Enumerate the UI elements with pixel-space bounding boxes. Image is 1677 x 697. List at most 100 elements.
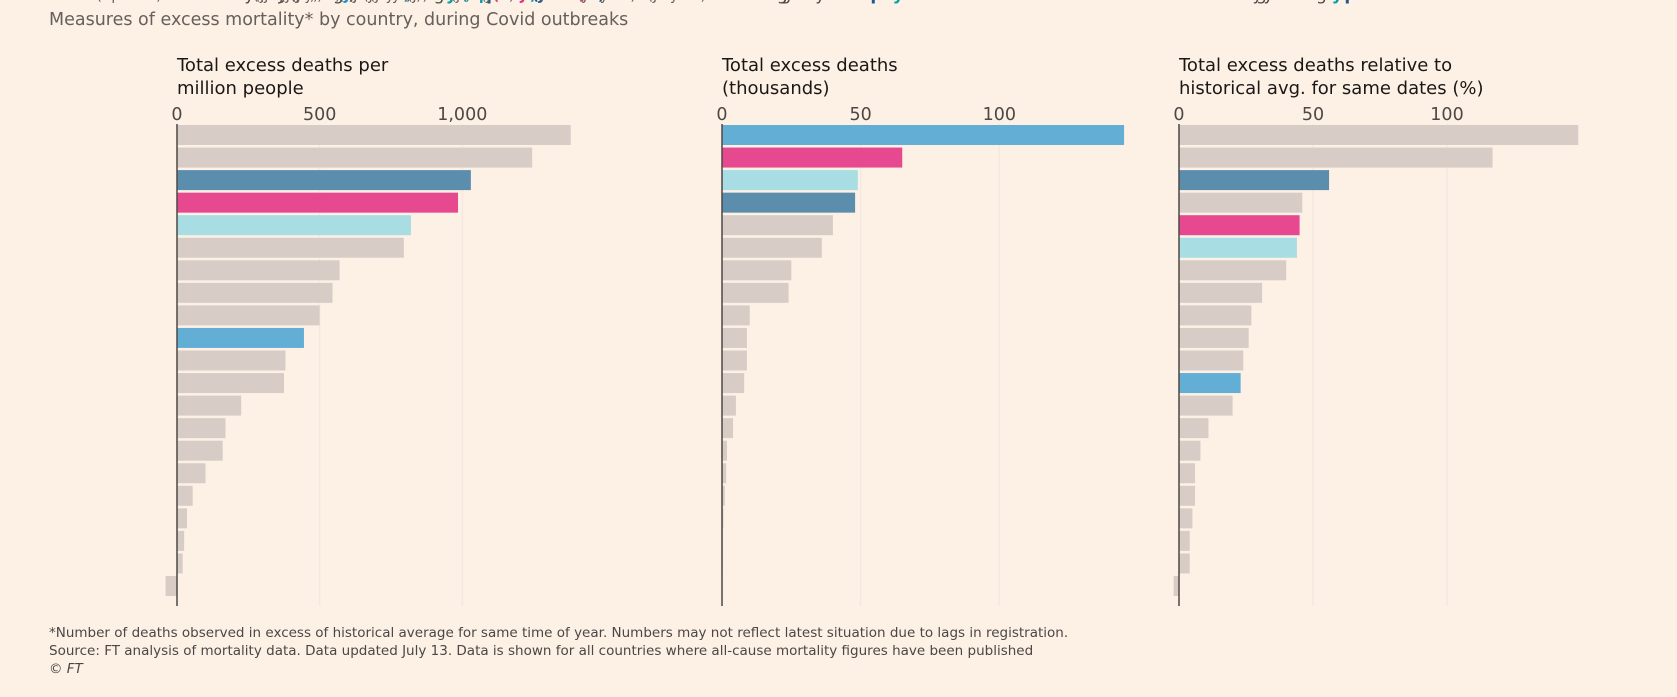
- bar-peru: [1179, 125, 1579, 145]
- bar-ecuador: [722, 282, 789, 303]
- bar-label-germany: Germany (June 07): [209, 0, 355, 5]
- panel-title-line: (thousands): [722, 78, 830, 99]
- bar-brazil: [177, 418, 226, 439]
- bar-label-austria: Austria: [728, 0, 788, 5]
- bar-italy: [722, 170, 858, 191]
- bar-iceland: [1179, 530, 1190, 551]
- bar-netherlands: [722, 305, 750, 326]
- bar-s-africa: [177, 553, 183, 574]
- footnote: *Number of deaths observed in excess of …: [49, 625, 1069, 641]
- bar-label-germany: Germany: [1195, 0, 1273, 5]
- tick-label: 0: [171, 105, 182, 125]
- bar-label-ecuador: Ecuador: [1496, 0, 1565, 5]
- bar-label-portugal: Portugal: [736, 0, 806, 5]
- bar-label-israel: Israel: [1123, 0, 1169, 5]
- bar-label-netherlands: Netherlands: [753, 0, 857, 5]
- bar-spain: [177, 170, 471, 191]
- bar-label-norway: Norway (June 14): [190, 0, 323, 5]
- bar-uk: [722, 147, 903, 168]
- bar-label-chile: Chile: [1305, 0, 1348, 5]
- bar-label-france: France: [794, 0, 851, 5]
- bar-label-us: US: [1127, 0, 1153, 5]
- tick-label: 50: [850, 105, 872, 125]
- bar-portugal: [177, 350, 286, 371]
- bar-uk: [1179, 215, 1300, 236]
- bar-denmark: [177, 485, 193, 506]
- bar-france: [1179, 282, 1263, 303]
- bar-label-belgium: Belgium (June 07): [407, 0, 545, 5]
- bar-spain: [1179, 170, 1330, 191]
- bar-belgium: [722, 350, 747, 371]
- bar-s-africa: [722, 463, 727, 484]
- tick-label: 100: [983, 105, 1016, 125]
- bar-iceland: [177, 530, 185, 551]
- bar-switzerland: [722, 440, 727, 461]
- bar-label-belgium: Belgium: [750, 0, 820, 5]
- bar-label-denmark: Denmark: [726, 0, 804, 5]
- panel-title-line: Total excess deaths: [721, 55, 898, 76]
- bar-norway: [1179, 485, 1196, 506]
- bar-label-france: France (June 28): [287, 0, 412, 5]
- bar-label-netherlands: Netherlands: [1254, 0, 1358, 5]
- bar-label-brazil: Brazil: [1236, 0, 1283, 5]
- bar-label-denmark: Denmark: [1198, 0, 1276, 5]
- bar-label-portugal: Portugal (July 07): [288, 0, 421, 5]
- bar-switzerland: [177, 395, 242, 416]
- panel-title-line: million people: [177, 78, 304, 99]
- bar-germany: [722, 373, 745, 394]
- bar-label-italy: Italy: [861, 0, 904, 5]
- bar-us: [1179, 373, 1241, 394]
- tick-label: 100: [1430, 105, 1463, 125]
- bar-label-spain: Spain: [858, 0, 912, 5]
- bar-label-netherlands: Netherlands (June 17): [343, 0, 515, 5]
- bar-portugal: [1179, 418, 1209, 439]
- bar-label-austria: Austria (June 28): [226, 0, 354, 5]
- bar-label-us: US: [1244, 0, 1270, 5]
- bar-label-uk: UK: [1303, 0, 1331, 5]
- bar-label-s-africa: S Africa (June 30): [186, 0, 319, 5]
- footer: *Number of deaths observed in excess of …: [49, 624, 1068, 678]
- chart-panel-2: Total excess deaths(thousands) 0 50 100 US UK…: [671, 0, 1153, 606]
- bar-brazil: [1179, 395, 1233, 416]
- bar-label-norway: Norway: [1198, 0, 1263, 5]
- bar-label-denmark: Denmark (May 13): [196, 0, 341, 5]
- bar-denmark: [1179, 463, 1196, 484]
- chart-main-title: Measures of excess mortality* by country…: [49, 10, 629, 30]
- tick-label: 1,000: [437, 105, 487, 125]
- bar-netherlands: [1179, 305, 1252, 326]
- bar-us: [177, 327, 304, 348]
- bar-us: [722, 125, 1125, 145]
- tick-label: 50: [1302, 105, 1324, 125]
- bar-label-us: US (June 13): [307, 0, 410, 5]
- bar-label-iceland: Iceland (May 03): [187, 0, 315, 5]
- panel-title-line: Total excess deaths relative to: [1178, 55, 1452, 76]
- bar-france: [177, 373, 284, 394]
- bar-peru: [722, 215, 833, 236]
- bar-germany: [177, 463, 206, 484]
- bar-norway: [177, 508, 187, 529]
- bar-ecuador: [177, 125, 571, 145]
- bar-brazil: [722, 237, 822, 258]
- bar-label-s-africa: S Africa: [729, 0, 794, 5]
- bar-israel: [165, 576, 177, 596]
- bar-label-brazil: Brazil (June 19): [229, 0, 345, 5]
- bar-austria: [722, 485, 725, 506]
- bar-italy: [1179, 237, 1297, 258]
- bar-france: [722, 260, 792, 281]
- bar-ecuador: [1179, 147, 1493, 168]
- bar-switzerland: [1179, 327, 1249, 348]
- bar-germany: [1179, 508, 1193, 529]
- bar-peru: [177, 147, 533, 168]
- bar-italy: [177, 215, 411, 236]
- bar-label-spain: Spain (June 21): [474, 0, 605, 5]
- bar-label-switzerland: Switzerland (June 28): [244, 0, 411, 5]
- bar-sweden: [722, 395, 736, 416]
- bar-portugal: [722, 418, 734, 439]
- bar-label-italy: Italy (April 30): [414, 0, 536, 5]
- source-note: Source: FT analysis of mortality data. D…: [49, 643, 1034, 659]
- panel-title-line: Total excess deaths per: [176, 55, 389, 76]
- bar-label-uk: UK (to June 26): [461, 0, 586, 5]
- bar-label-ecuador: Ecuador: [792, 0, 861, 5]
- bar-label-switzerland: Switzerland: [1252, 0, 1351, 5]
